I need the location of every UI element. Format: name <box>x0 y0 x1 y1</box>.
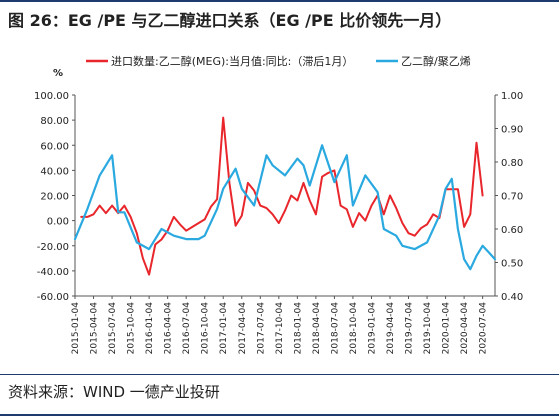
series-line-meg-imports-yoy <box>80 116 484 276</box>
left-tick-label: -60.00 <box>37 292 69 303</box>
x-tick-label: 2020-07-04 <box>479 302 489 355</box>
x-tick-label: 2017-04-04 <box>238 302 248 355</box>
right-tick-label: 0.70 <box>501 192 523 203</box>
y-unit-label: % <box>53 68 63 79</box>
series-group <box>73 116 497 276</box>
x-tick-label: 2020-01-04 <box>442 302 452 355</box>
left-tick-label: 0.00 <box>47 217 69 228</box>
left-tick-label: 20.00 <box>40 192 69 203</box>
legend-label-imports: 进口数量:乙二醇(MEG):当月值:同比:（滞后1月） <box>111 54 353 68</box>
right-tick-label: 0.60 <box>501 225 523 236</box>
legend-label-ratio: 乙二醇/聚乙烯 <box>401 54 471 68</box>
chart: % 进口数量:乙二醇(MEG):当月值:同比:（滞后1月） 乙二醇/聚乙烯 10… <box>34 54 523 354</box>
source-note: 资料来源：WIND 一德产业投研 <box>8 383 220 401</box>
x-tick-label: 2019-04-04 <box>386 302 396 355</box>
right-tick-label: 0.80 <box>501 158 523 169</box>
x-tick-label: 2018-07-04 <box>330 302 340 355</box>
right-tick-label: 1.00 <box>501 91 523 102</box>
legend: 进口数量:乙二醇(MEG):当月值:同比:（滞后1月） 乙二醇/聚乙烯 <box>86 54 471 68</box>
x-tick-label: 2017-07-04 <box>256 302 266 355</box>
figure-title: 图 26：EG /PE 与乙二醇进口关系（EG /PE 比价领先一月） <box>8 11 452 30</box>
left-tick-label: 80.00 <box>40 116 69 127</box>
right-tick-label: 0.40 <box>501 292 523 303</box>
left-tick-label: -20.00 <box>37 242 69 253</box>
figure-title-bar: 图 26：EG /PE 与乙二醇进口关系（EG /PE 比价领先一月） <box>0 0 559 32</box>
left-tick-label: -40.00 <box>37 267 69 278</box>
right-tick-label: 0.50 <box>501 259 523 270</box>
figure-footer: 资料来源：WIND 一德产业投研 <box>0 374 559 416</box>
x-tick-label: 2017-01-04 <box>219 302 229 355</box>
x-tick-label: 2017-10-04 <box>275 302 285 355</box>
x-tick-label: 2020-04-04 <box>460 302 470 355</box>
x-tick-label: 2016-10-04 <box>201 302 211 355</box>
left-tick-label: 40.00 <box>40 166 69 177</box>
x-tick-label: 2016-01-04 <box>145 302 155 355</box>
series-line-eg-pe-ratio <box>73 144 497 271</box>
x-tick-label: 2018-04-04 <box>312 302 322 355</box>
x-tick-label: 2015-10-04 <box>127 302 137 355</box>
left-tick-label: 60.00 <box>40 141 69 152</box>
x-tick-label: 2015-04-04 <box>90 302 100 355</box>
left-tick-label: 100.00 <box>34 91 69 102</box>
x-tick-label: 2019-10-04 <box>423 302 433 355</box>
x-tick-label: 2015-07-04 <box>108 302 118 355</box>
x-tick-label: 2016-07-04 <box>182 302 192 355</box>
x-tick-label: 2015-01-04 <box>71 302 81 355</box>
x-tick-label: 2016-04-04 <box>164 302 174 355</box>
axes: 100.00 80.00 60.00 40.00 20.00 0.00 -20.00 -40.… <box>34 91 523 354</box>
x-tick-label: 2018-01-04 <box>293 302 303 355</box>
x-tick-label: 2018-10-04 <box>349 302 359 355</box>
right-tick-label: 0.90 <box>501 125 523 136</box>
x-tick-label: 2019-07-04 <box>405 302 415 355</box>
x-tick-label: 2019-01-04 <box>367 302 377 355</box>
